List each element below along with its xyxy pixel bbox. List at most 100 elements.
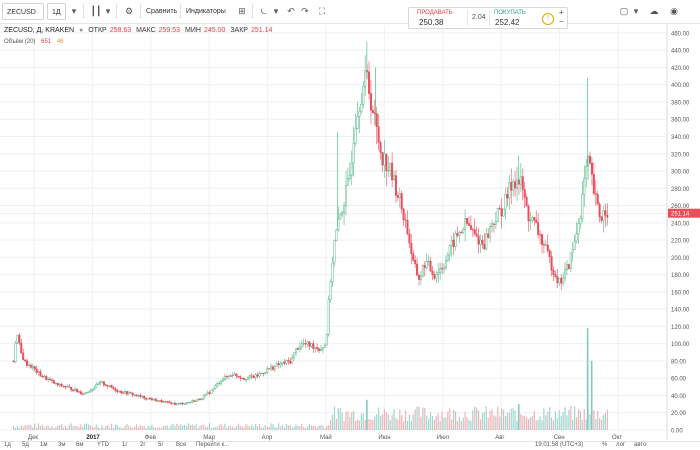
candle-body — [602, 210, 605, 221]
candle-body — [321, 347, 324, 350]
volume-bar — [420, 416, 422, 430]
indicators-button[interactable]: Индикаторы — [186, 3, 230, 20]
compare-button[interactable]: Сравнить — [146, 3, 177, 20]
candles-icon[interactable]: ┃┃ — [90, 6, 102, 16]
volume-bar — [424, 407, 426, 430]
volume-bar — [287, 425, 289, 430]
legend-open-label: ОТКР — [88, 27, 107, 34]
volume-bar — [120, 427, 122, 430]
candle-body — [408, 233, 411, 244]
candle-body — [471, 229, 474, 231]
buy-label[interactable]: ПОКУПАТЬ — [494, 10, 526, 16]
symbol-search-field[interactable]: ZECUSD — [2, 3, 44, 20]
range-5y[interactable]: 5г — [158, 442, 164, 448]
candle-body — [37, 371, 40, 373]
candle-body — [341, 212, 344, 216]
range-3m[interactable]: 3м — [58, 442, 66, 448]
volume-bar — [297, 425, 299, 430]
volume-bar — [293, 426, 295, 430]
minus-icon[interactable]: − — [559, 17, 564, 26]
candle-body — [273, 365, 276, 370]
volume-bar — [585, 419, 587, 430]
candle-body — [581, 194, 584, 219]
volume-bar — [526, 417, 528, 430]
price-axis-tick-label: 340.00 — [671, 135, 690, 141]
range-all[interactable]: Все — [176, 442, 187, 448]
undo-icon[interactable]: ↶ — [287, 6, 295, 16]
candle-body — [172, 402, 175, 405]
candle-body — [83, 392, 86, 395]
volume-bar — [20, 425, 22, 430]
range-ytd[interactable]: YTD — [97, 442, 109, 448]
cloud-icon[interactable]: ☁ — [649, 6, 659, 16]
volume-bar — [468, 419, 470, 430]
candle-body — [396, 195, 399, 198]
volume-bar — [95, 424, 97, 430]
volume-bar — [345, 411, 347, 430]
snapshot-icon[interactable]: ◉ — [670, 6, 678, 16]
chevron-down-icon[interactable]: ▾ — [105, 6, 111, 16]
candle-body — [510, 182, 513, 191]
candle-body — [233, 373, 236, 376]
candle-body — [516, 179, 519, 189]
candle-body — [58, 383, 61, 386]
fullscreen-icon[interactable]: ⛶ — [318, 6, 326, 16]
candle-body — [329, 281, 332, 300]
candle-body — [148, 397, 151, 400]
volume-bar — [589, 414, 591, 430]
candle-body — [268, 368, 271, 370]
volume-bar — [134, 427, 136, 430]
price-axis-tick-label: 60.00 — [671, 377, 687, 383]
candle-body — [187, 402, 190, 404]
buy-price[interactable]: 252.42 — [495, 18, 520, 27]
goto-date-button[interactable]: Перейти к... — [196, 442, 230, 448]
gear-icon[interactable]: ⚙ — [124, 6, 134, 16]
interval-button[interactable]: 1Д — [47, 3, 66, 20]
chevron-down-icon[interactable]: ▾ — [633, 6, 639, 16]
range-1d[interactable]: 1д — [4, 442, 11, 448]
plus-icon[interactable]: + — [559, 8, 564, 17]
info-icon[interactable]: ! — [542, 13, 554, 25]
volume-bar — [339, 408, 341, 430]
candle-body — [462, 229, 465, 233]
volume-bar — [224, 423, 226, 430]
candle-body — [316, 347, 319, 350]
volume-bar — [89, 425, 92, 430]
volume-bar — [330, 419, 332, 430]
volume-bar — [395, 418, 397, 430]
price-axis-tick-label: 320.00 — [671, 152, 690, 158]
percent-toggle[interactable]: % — [602, 442, 608, 448]
volume-bar — [481, 413, 484, 430]
auto-toggle[interactable]: авто — [634, 442, 647, 448]
sell-price[interactable]: 250.38 — [419, 18, 444, 27]
candle-body — [162, 401, 165, 403]
volume-bar — [237, 423, 239, 430]
volume-bar — [337, 408, 339, 430]
candle-body — [74, 388, 77, 392]
range-6m[interactable]: 6м — [76, 442, 84, 448]
layout-icon[interactable]: ▢ — [619, 6, 629, 16]
candle-body — [27, 364, 30, 367]
volume-bar — [512, 408, 514, 430]
range-1y[interactable]: 1г — [122, 442, 128, 448]
candle-body — [260, 372, 263, 375]
volume-bar — [562, 412, 564, 430]
candle-body — [266, 368, 269, 373]
alert-icon[interactable]: ⏾ — [260, 6, 268, 16]
candle-body — [331, 262, 334, 282]
range-2y[interactable]: 2г — [140, 442, 146, 448]
templates-icon[interactable]: ⊞ — [238, 6, 246, 16]
chevron-down-icon[interactable]: ▾ — [273, 6, 279, 16]
volume-bar — [362, 413, 364, 430]
log-toggle[interactable]: лог — [616, 442, 626, 448]
sell-label[interactable]: ПРОДАВАТЬ — [417, 10, 453, 16]
candle-body — [72, 389, 75, 392]
chevron-down-icon[interactable]: ▾ — [71, 6, 77, 16]
volume-bar — [412, 414, 414, 430]
range-5d[interactable]: 5д — [22, 442, 29, 448]
redo-icon[interactable]: ↷ — [301, 6, 309, 16]
range-1m[interactable]: 1м — [40, 442, 48, 448]
volume-bar — [84, 423, 86, 430]
candle-body — [254, 374, 257, 378]
